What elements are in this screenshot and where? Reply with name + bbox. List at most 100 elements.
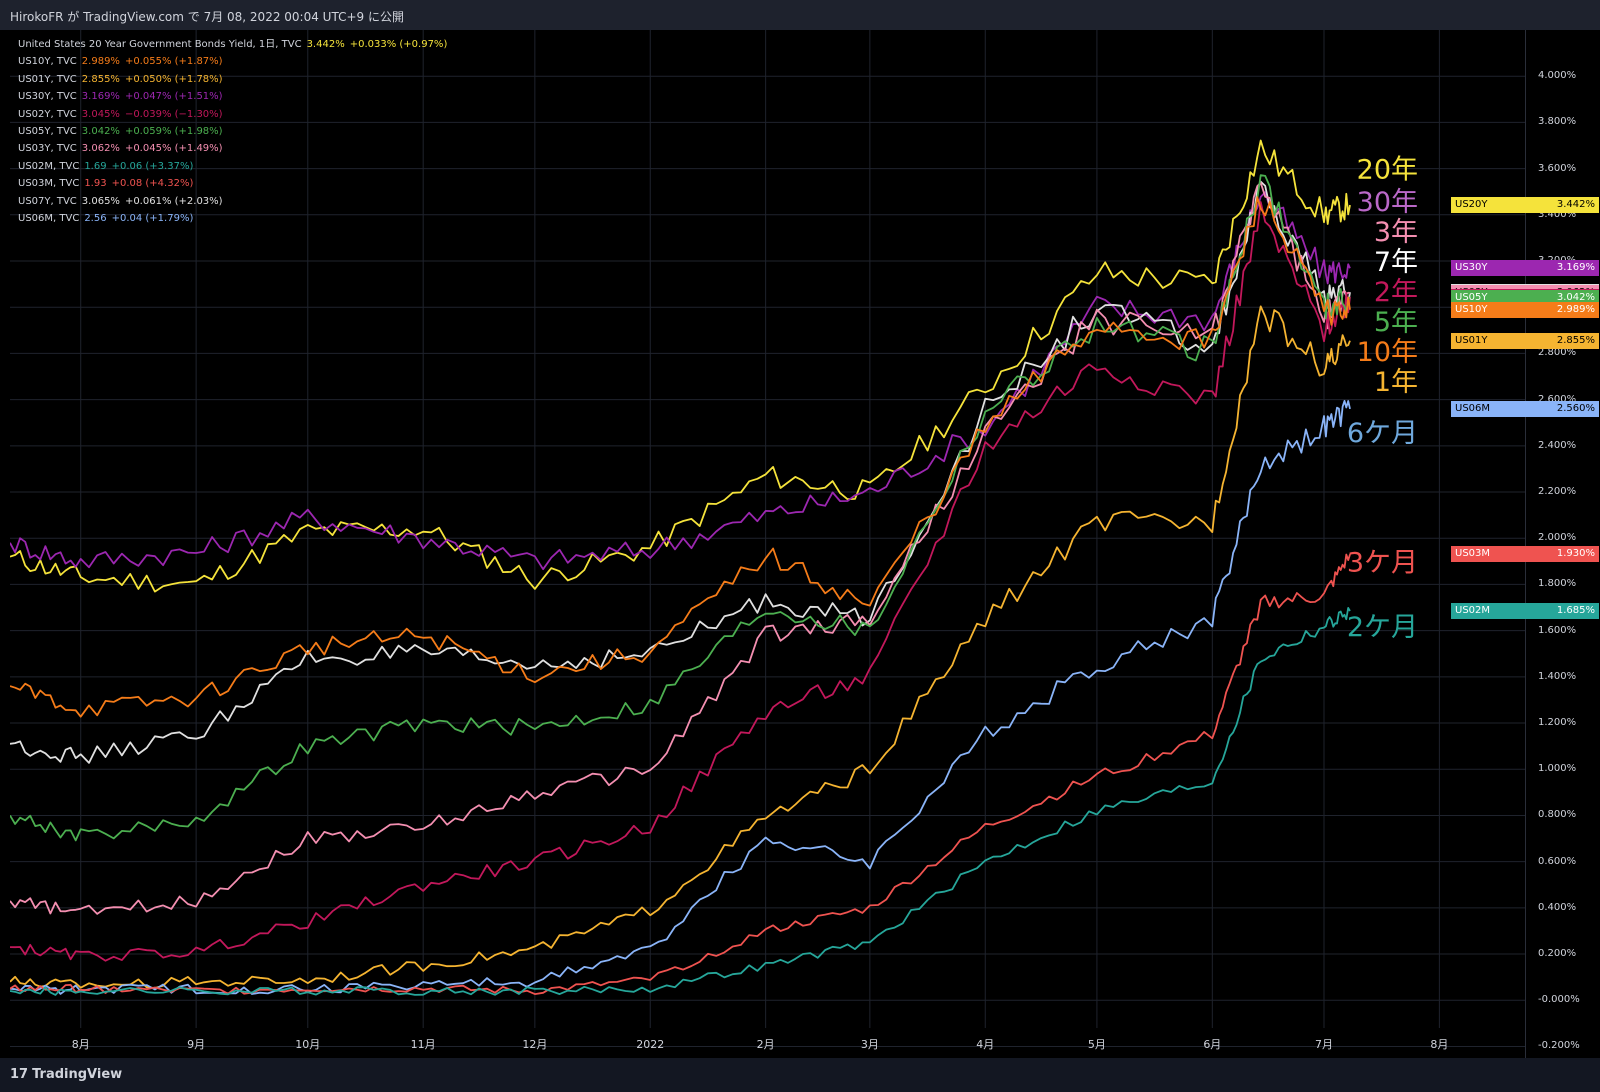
series-annotation: 7年 [1374, 247, 1418, 278]
y-tick-label: 2.600% [1538, 393, 1577, 405]
chart-pane[interactable]: 8月 9月 10月 11月 12月 2022 2月 3月 4月 5月 6月 7月 8月 20年 30年 3年 7… [10, 30, 1525, 1058]
price-tag-symbol: US01Y [1455, 334, 1488, 346]
y-tick-label: 1.600% [1538, 624, 1577, 636]
legend-change: +0.061% (+2.03%) [124, 195, 223, 207]
series-line-us20y[interactable] [10, 139, 1351, 593]
y-tick-label: 2.000% [1538, 532, 1577, 544]
price-tag-value: 2.989% [1556, 303, 1595, 315]
tradingview-brand: TradingView [32, 1067, 123, 1082]
y-tick-label: 3.600% [1538, 162, 1577, 174]
x-tick-label: 8月 [72, 1038, 90, 1051]
legend-change: −0.039% (−1.30%) [124, 108, 223, 120]
series-annotation: 5年 [1374, 307, 1418, 338]
y-tick-label: 1.000% [1538, 763, 1577, 775]
price-tag-us03m[interactable]: US03M 1.930% [1451, 546, 1599, 563]
chart-svg[interactable]: 8月 9月 10月 11月 12月 2022 2月 3月 4月 5月 6月 7月 8月 20年30年3年7… [10, 30, 1600, 1058]
legend-row[interactable]: US07Y, TVC 3.065% +0.061% (+2.03%) [18, 193, 447, 210]
series-line-us03m[interactable] [10, 553, 1351, 995]
legend-series-name: US30Y, TVC [18, 91, 77, 103]
legend-series-name: US07Y, TVC [18, 195, 77, 207]
legend-value: 2.56 [84, 213, 107, 225]
y-tick-label: 0.600% [1538, 855, 1577, 867]
price-tag-value: 3.442% [1556, 199, 1595, 211]
legend-row[interactable]: US30Y, TVC 3.169% +0.047% (+1.51%) [18, 88, 447, 105]
x-tick-label: 4月 [976, 1038, 994, 1051]
price-tag-us05y[interactable]: US05Y 3.042% [1451, 289, 1599, 306]
x-tick-label: 5月 [1088, 1038, 1106, 1051]
price-tag-us06m[interactable]: US06M 2.560% [1451, 400, 1599, 417]
x-tick-label: 10月 [295, 1038, 320, 1051]
legend-value: 3.045% [81, 108, 120, 120]
price-tag-value: 1.930% [1556, 548, 1595, 560]
legend-value: 3.169% [81, 91, 120, 103]
x-tick-label: 12月 [522, 1038, 547, 1051]
legend-change: +0.08 (+4.32%) [111, 178, 194, 190]
legend-row[interactable]: US06M, TVC 2.56 +0.04 (+1.79%) [18, 210, 447, 227]
price-tag-us02m[interactable]: US02M 1.685% [1451, 602, 1599, 619]
legend-row[interactable]: US05Y, TVC 3.042% +0.059% (+1.98%) [18, 123, 447, 140]
y-tick-label: 4.000% [1538, 70, 1577, 82]
y-tick-label: 1.400% [1538, 670, 1577, 682]
legend-row[interactable]: US03Y, TVC 3.062% +0.045% (+1.49%) [18, 140, 447, 157]
series-line-us06m[interactable] [10, 400, 1351, 995]
legend-value: 3.442% [306, 39, 345, 50]
price-axis[interactable]: 4.000%3.800%3.600%3.400%3.200%3.000%2.80… [1451, 30, 1600, 1058]
price-tag-symbol: US05Y [1455, 291, 1488, 303]
legend-value: 1.93 [84, 178, 107, 190]
price-tag-us20y[interactable]: US20Y 3.442% [1451, 197, 1599, 214]
price-tag-value: 2.855% [1556, 334, 1595, 346]
price-tag-us30y[interactable]: US30Y 3.169% [1451, 260, 1599, 277]
price-tag-symbol: US06M [1455, 402, 1491, 414]
price-tag-us10y[interactable]: US10Y 2.989% [1451, 301, 1599, 318]
y-tick-label: 2.200% [1538, 486, 1577, 498]
y-tick-label: 0.400% [1538, 901, 1577, 913]
legend-row[interactable]: United States 20 Year Government Bonds Y… [18, 36, 447, 53]
tradingview-logo[interactable]: 17 TradingView [10, 1067, 122, 1082]
legend-row[interactable]: US01Y, TVC 2.855% +0.050% (+1.78%) [18, 71, 447, 88]
price-tag-us01y[interactable]: US01Y 2.855% [1451, 332, 1599, 349]
legend-value: 1.69 [84, 160, 107, 172]
legend-row[interactable]: US03M, TVC 1.93 +0.08 (+4.32%) [18, 175, 447, 192]
x-tick-label: 6月 [1203, 1038, 1221, 1051]
series-line-us03y[interactable] [10, 181, 1351, 915]
series-line-us30y[interactable] [10, 191, 1351, 571]
legend-change: +0.050% (+1.78%) [124, 73, 223, 85]
series-line-us02m[interactable] [10, 607, 1351, 996]
series-annotation: 10年 [1357, 337, 1418, 368]
price-tag-symbol: US20Y [1455, 199, 1488, 211]
series-annotation: 3ケ月 [1347, 547, 1418, 578]
legend-series-name: United States 20 Year Government Bonds Y… [18, 39, 302, 50]
price-tag-symbol: US03M [1455, 548, 1491, 560]
legend-value: 3.042% [81, 126, 120, 138]
legend-change: +0.059% (+1.98%) [124, 126, 223, 138]
series-annotation: 3年 [1374, 217, 1418, 248]
y-tick-label: 1.800% [1538, 578, 1577, 590]
series-line-us02y[interactable] [10, 201, 1351, 962]
price-tag-value: 1.685% [1556, 604, 1595, 616]
x-tick-label: 11月 [411, 1038, 436, 1051]
series-line-us10y[interactable] [10, 196, 1351, 718]
x-tick-label: 2022 [636, 1038, 664, 1051]
legend-row[interactable]: US10Y, TVC 2.989% +0.055% (+1.87%) [18, 53, 447, 70]
y-tick-label: 1.200% [1538, 717, 1577, 729]
legend-row[interactable]: US02Y, TVC 3.045% −0.039% (−1.30%) [18, 106, 447, 123]
price-tag-value: 3.042% [1556, 291, 1595, 303]
series-line-us05y[interactable] [10, 174, 1351, 842]
legend-change: +0.045% (+1.49%) [124, 143, 223, 155]
series-annotation: 20年 [1357, 155, 1418, 186]
series-line-us01y[interactable] [10, 305, 1351, 989]
x-tick-label: 3月 [861, 1038, 879, 1051]
legend-value: 3.062% [81, 143, 120, 155]
y-tick-label: 2.400% [1538, 439, 1577, 451]
legend-series-name: US03Y, TVC [18, 143, 77, 155]
legend-row[interactable]: US02M, TVC 1.69 +0.06 (+3.37%) [18, 158, 447, 175]
y-tick-label: -0.200% [1538, 1040, 1580, 1052]
footer-bar: 17 TradingView [0, 1058, 1600, 1092]
legend-change: +0.047% (+1.51%) [124, 91, 223, 103]
legend-value: 3.065% [81, 195, 120, 207]
price-tag-value: 2.560% [1556, 402, 1595, 414]
legend-series-name: US05Y, TVC [18, 126, 77, 138]
legend-series-name: US01Y, TVC [18, 73, 77, 85]
x-tick-label: 7月 [1315, 1038, 1333, 1051]
x-tick-label: 9月 [187, 1038, 205, 1051]
